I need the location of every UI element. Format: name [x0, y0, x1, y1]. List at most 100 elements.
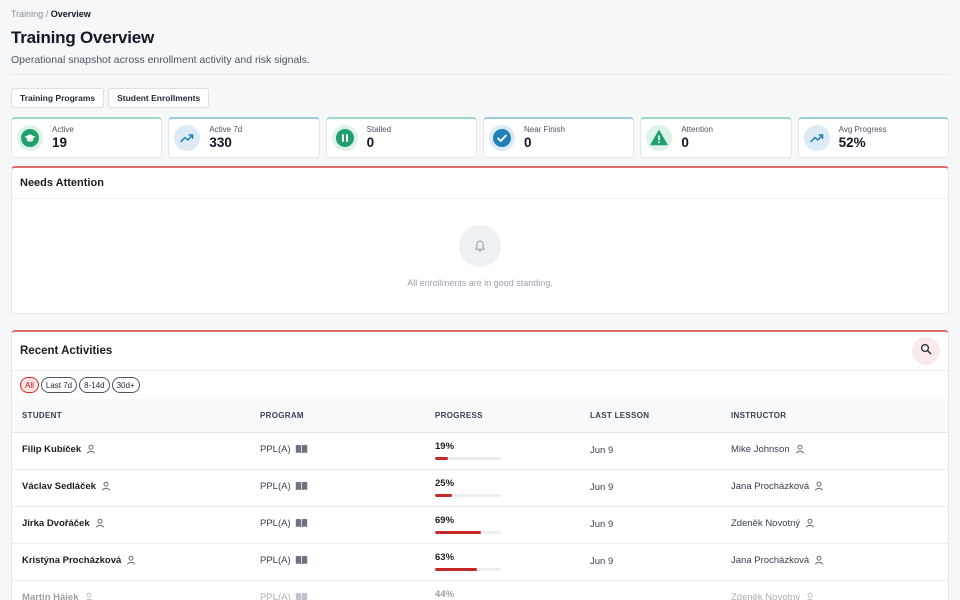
program-cell: PPL(A) — [260, 506, 435, 544]
progress-bar — [435, 494, 501, 497]
instructor-cell: Jana Procházková — [731, 543, 948, 581]
tab-student-enrollments[interactable]: Student Enrollments — [108, 88, 210, 108]
stat-value: 0 — [523, 135, 532, 150]
column-header-progress[interactable]: PROGRESS — [435, 399, 590, 433]
person-icon — [805, 592, 815, 600]
stat-label: Near Finish — [523, 125, 565, 134]
search-icon — [920, 342, 932, 360]
trending-up-icon — [174, 125, 201, 151]
graduation-cap-icon — [17, 125, 43, 151]
stats-row: Active 19 Active 7d 330 Stalled 0 — [11, 117, 949, 158]
stat-label: Attention — [681, 125, 713, 134]
column-header-student[interactable]: STUDENT — [12, 399, 260, 433]
column-header-instructor[interactable]: INSTRUCTOR — [731, 399, 948, 433]
column-header-last-lesson[interactable]: LAST LESSON — [590, 399, 731, 433]
program-cell: PPL(A) — [260, 432, 435, 470]
instructor-cell: Zdeněk Novotný — [731, 580, 948, 600]
needs-attention-panel: Needs Attention All enrollments are in g… — [11, 166, 949, 314]
filter-chip-last-7d[interactable]: Last 7d — [40, 377, 78, 393]
program-cell: PPL(A) — [260, 580, 435, 600]
table-row[interactable]: Jirka Dvořáček PPL(A) 69% Jun 9 Zdeněk N… — [12, 506, 948, 544]
person-icon — [86, 444, 96, 457]
instructor-name[interactable]: Zdeněk Novotný — [731, 518, 801, 529]
stat-card-active-7d: Active 7d 330 — [168, 117, 320, 158]
person-icon — [814, 555, 824, 568]
progress-bar-fill — [435, 531, 481, 534]
book-icon — [295, 444, 308, 457]
last-lesson-cell: Jun 9 — [590, 469, 731, 507]
stat-value: 0 — [681, 135, 689, 150]
stat-card-attention: Attention 0 — [640, 117, 792, 158]
progress-value: 69% — [435, 515, 455, 526]
book-icon — [295, 481, 308, 494]
instructor-cell: Zdeněk Novotný — [731, 506, 948, 544]
table-row[interactable]: Václav Sedláček PPL(A) 25% Jun 9 Jana Pr… — [12, 469, 948, 507]
person-icon — [814, 481, 824, 494]
filter-chip-30d-plus[interactable]: 30d+ — [111, 377, 140, 393]
progress-value: 19% — [435, 441, 455, 452]
progress-value: 25% — [435, 478, 455, 489]
stat-card-active: Active 19 — [11, 117, 163, 158]
stat-value: 330 — [209, 135, 232, 150]
needs-attention-title: Needs Attention — [20, 177, 104, 189]
program-name: PPL(A) — [260, 518, 291, 529]
progress-cell: 44% — [435, 580, 590, 600]
instructor-name[interactable]: Jana Procházková — [731, 555, 810, 566]
column-header-program[interactable]: PROGRAM — [260, 399, 435, 433]
instructor-name[interactable]: Mike Johnson — [731, 444, 790, 455]
student-cell: Filip Kubíček — [12, 432, 260, 470]
recent-activities-panel: Recent Activities All Last 7d 8-14d 30d+… — [11, 330, 949, 600]
student-cell: Jirka Dvořáček — [12, 506, 260, 544]
breadcrumb-separator: / — [45, 9, 49, 19]
student-name[interactable]: Kristýna Procházková — [22, 555, 122, 566]
table-row[interactable]: Kristýna Procházková PPL(A) 63% Jun 9 Ja… — [12, 543, 948, 581]
stat-label: Avg Progress — [838, 125, 887, 134]
student-name[interactable]: Filip Kubíček — [22, 444, 82, 455]
stat-label: Stalled — [366, 125, 392, 134]
filter-chip-all[interactable]: All — [20, 377, 39, 393]
program-name: PPL(A) — [260, 481, 291, 492]
program-cell: PPL(A) — [260, 469, 435, 507]
warning-icon — [646, 125, 673, 151]
student-name[interactable]: Václav Sedláček — [22, 481, 96, 492]
stat-card-stalled: Stalled 0 — [325, 117, 477, 158]
instructor-name[interactable]: Jana Procházková — [731, 481, 810, 492]
program-name: PPL(A) — [260, 444, 291, 455]
stat-card-near-finish: Near Finish 0 — [482, 117, 635, 158]
filter-chip-8-14d[interactable]: 8-14d — [79, 377, 110, 393]
book-icon — [295, 555, 308, 568]
student-name[interactable]: Jirka Dvořáček — [22, 518, 90, 529]
progress-cell: 25% — [435, 469, 590, 507]
table-row[interactable]: Filip Kubíček PPL(A) 19% Jun 9 Mike John… — [12, 432, 948, 470]
tab-training-programs[interactable]: Training Programs — [11, 88, 105, 108]
program-name: PPL(A) — [260, 555, 291, 566]
progress-value: 63% — [435, 552, 455, 563]
bell-icon — [459, 225, 501, 267]
stat-value: 19 — [52, 135, 68, 150]
progress-value: 44% — [435, 589, 455, 600]
stat-value: 0 — [366, 135, 375, 150]
book-icon — [295, 592, 308, 600]
header-divider — [11, 74, 949, 75]
student-cell: Martin Hájek — [12, 580, 260, 600]
recent-activities-title: Recent Activities — [20, 345, 113, 357]
search-button[interactable] — [912, 337, 940, 365]
pause-icon — [331, 125, 358, 151]
student-name[interactable]: Martin Hájek — [22, 592, 79, 600]
last-lesson-cell — [590, 580, 731, 600]
table-row[interactable]: Martin Hájek PPL(A) 44% Zdeněk Novotný — [12, 580, 948, 600]
breadcrumb-parent[interactable]: Training — [11, 9, 44, 19]
progress-cell: 69% — [435, 506, 590, 544]
instructor-name[interactable]: Zdeněk Novotný — [731, 592, 801, 600]
stat-value: 52% — [838, 135, 866, 150]
progress-bar — [435, 457, 501, 460]
student-cell: Václav Sedláček — [12, 469, 260, 507]
person-icon — [101, 481, 111, 494]
trending-up-icon — [803, 125, 830, 151]
recent-activities-header: Recent Activities — [12, 332, 948, 370]
person-icon — [126, 555, 136, 568]
progress-bar-fill — [435, 457, 448, 460]
check-circle-icon — [488, 125, 515, 151]
page-subtitle: Operational snapshot across enrollment a… — [11, 54, 310, 66]
